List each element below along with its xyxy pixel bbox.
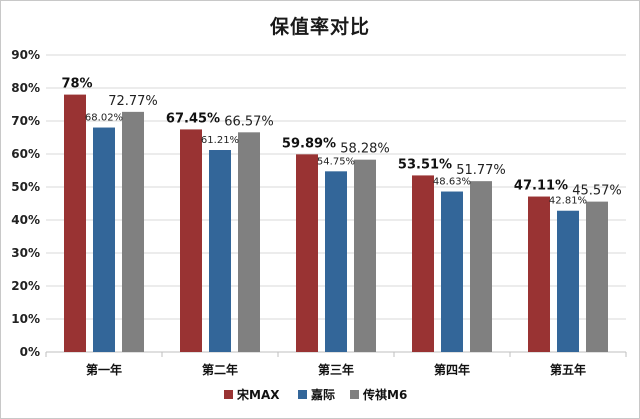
legend-label: 传祺M6 [362, 387, 407, 402]
bar [180, 129, 202, 352]
data-label: 67.45% [166, 111, 220, 126]
x-tick-label: 第三年 [318, 362, 354, 377]
data-label: 78% [61, 77, 92, 92]
y-tick-label: 80% [11, 81, 40, 95]
legend-label: 嘉际 [310, 387, 335, 402]
x-tick-label: 第五年 [550, 362, 586, 377]
x-axis-ticks: 第一年 第二年 第三年 第四年 第五年 [86, 362, 586, 377]
bar [238, 132, 260, 352]
x-tick-label: 第二年 [202, 362, 238, 377]
data-label: 48.63% [433, 177, 471, 188]
legend: 宋MAX 嘉际 传祺M6 [224, 387, 407, 402]
y-tick-label: 70% [11, 114, 40, 128]
data-label: 47.11% [514, 179, 568, 194]
y-axis-ticks: 0% 10% 20% 30% 40% 50% 60% 70% 80% 90% [11, 48, 40, 359]
data-label: 68.02% [85, 113, 123, 124]
x-tick-label: 第四年 [434, 362, 470, 377]
bar [296, 154, 318, 352]
bar [209, 150, 231, 352]
bar [528, 196, 550, 352]
legend-swatch [298, 390, 307, 399]
y-tick-label: 20% [11, 279, 40, 293]
legend-swatch [224, 390, 233, 399]
y-tick-label: 60% [11, 147, 40, 161]
bar [64, 94, 86, 352]
data-label: 51.77% [456, 163, 506, 178]
bar [441, 191, 463, 352]
data-label: 59.89% [282, 136, 336, 151]
data-labels: 78% 68.02% 72.77% 67.45% 61.21% 66.57% 59.89% 5… [61, 77, 621, 207]
bar [412, 175, 434, 352]
bar [122, 111, 144, 352]
y-tick-label: 30% [11, 246, 40, 260]
y-tick-label: 10% [11, 312, 40, 326]
data-label: 66.57% [224, 114, 274, 129]
data-label: 54.75% [317, 156, 355, 167]
bars [64, 94, 608, 352]
data-label: 72.77% [108, 94, 158, 109]
data-label: 53.51% [398, 157, 452, 172]
bar [354, 159, 376, 352]
bar [470, 181, 492, 352]
data-label: 45.57% [572, 184, 622, 199]
y-tick-label: 0% [20, 345, 40, 359]
y-tick-label: 50% [11, 180, 40, 194]
legend-label: 宋MAX [237, 387, 280, 402]
data-label: 42.81% [549, 196, 587, 207]
y-tick-label: 90% [11, 48, 40, 62]
bar [325, 171, 347, 352]
legend-swatch [350, 390, 359, 399]
data-label: 58.28% [340, 142, 390, 157]
bar [586, 201, 608, 352]
bar [557, 210, 579, 352]
x-tick-label: 第一年 [86, 362, 122, 377]
y-tick-label: 40% [11, 213, 40, 227]
chart-title: 保值率对比 [269, 16, 370, 38]
bar [93, 127, 115, 352]
data-label: 61.21% [201, 135, 239, 146]
